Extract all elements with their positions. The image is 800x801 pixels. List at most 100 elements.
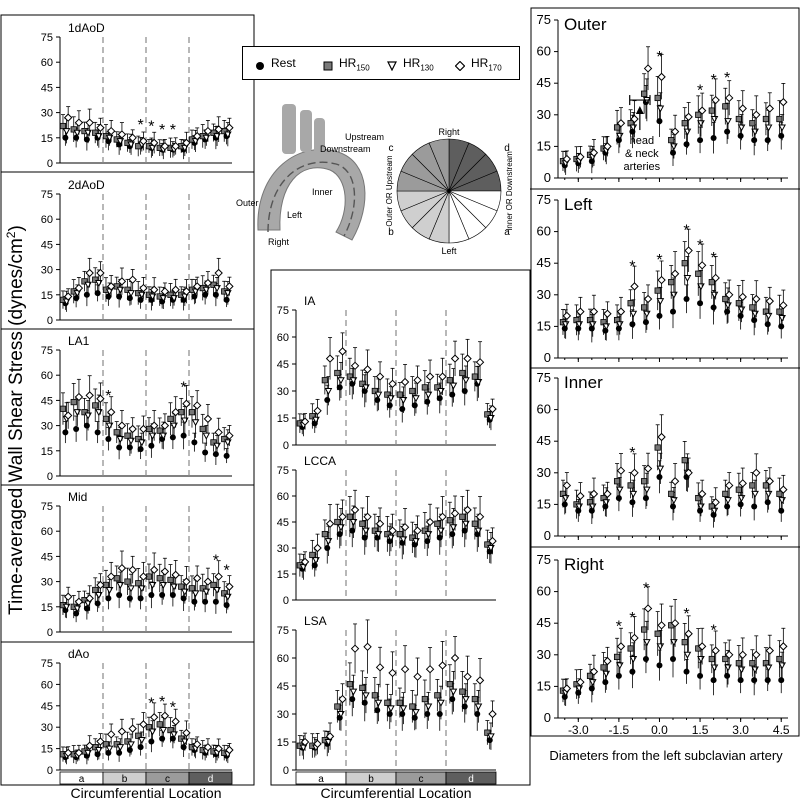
point-hr170 — [139, 424, 148, 434]
point-hr170 — [350, 505, 360, 515]
point-hr170 — [779, 97, 788, 107]
series-hr170 — [300, 489, 497, 572]
point-rest — [94, 429, 101, 436]
point-hr170 — [725, 481, 734, 490]
point-rest — [670, 656, 676, 663]
point-rest — [764, 499, 771, 506]
point-hr130 — [116, 581, 125, 590]
point-hr170 — [488, 536, 497, 546]
point-hr150 — [641, 626, 648, 633]
point-hr130 — [474, 703, 483, 711]
point-hr170 — [106, 407, 116, 417]
point-hr170 — [203, 414, 213, 424]
point-hr150 — [484, 541, 491, 548]
point-hr170 — [603, 656, 612, 666]
point-rest — [629, 321, 636, 328]
y-tick-label: 75 — [537, 192, 551, 207]
point-hr130 — [180, 738, 189, 746]
significance-star: * — [697, 237, 703, 254]
head-neck-label: arteries — [624, 161, 661, 173]
point-hr170 — [425, 372, 435, 381]
point-hr150 — [627, 482, 634, 489]
point-hr130 — [223, 439, 232, 447]
point-hr170 — [363, 642, 372, 652]
point-rest — [751, 503, 758, 510]
point-hr170 — [670, 269, 680, 278]
point-hr170 — [214, 268, 223, 278]
point-rest — [126, 595, 133, 602]
branch-2 — [300, 110, 312, 152]
point-hr150 — [722, 295, 729, 303]
point-hr130 — [629, 310, 638, 318]
significance-star: * — [616, 618, 622, 635]
y-tick-label: 60 — [277, 332, 289, 344]
x-tick-label: -3.0 — [568, 723, 589, 737]
significance-star: * — [159, 694, 165, 711]
y-tick-label: 45 — [41, 395, 53, 407]
point-hr170 — [325, 732, 335, 741]
y-tick-label: 0 — [544, 528, 551, 543]
y-tick-label: 60 — [41, 214, 53, 226]
y-tick-label: 15 — [537, 318, 551, 333]
y-tick-label: 30 — [537, 647, 551, 662]
point-hr170 — [684, 629, 693, 638]
series-hr170 — [63, 106, 234, 155]
point-hr150 — [309, 413, 316, 420]
point-rest — [191, 439, 198, 446]
y-tick-label: 75 — [41, 501, 53, 513]
y-tick-label: 45 — [41, 239, 53, 251]
y-tick-label: 15 — [41, 446, 53, 458]
y-tick-label: 45 — [277, 681, 289, 693]
point-hr150 — [384, 531, 391, 538]
point-hr170 — [63, 292, 73, 301]
y-tick-label: 15 — [537, 138, 551, 153]
point-hr130 — [764, 124, 773, 132]
point-hr150 — [409, 534, 416, 541]
y-tick-label: 0 — [47, 471, 53, 483]
point-rest — [710, 677, 717, 684]
point-rest — [697, 300, 704, 307]
point-hr170 — [182, 287, 191, 296]
series-hr170 — [562, 228, 788, 329]
wheel-label-bottom: Left — [441, 246, 457, 256]
point-hr130 — [764, 490, 773, 498]
point-rest — [656, 662, 663, 669]
point-hr170 — [225, 745, 234, 755]
wheel-label-top: Right — [438, 127, 460, 137]
point-hr170 — [463, 672, 472, 681]
point-hr170 — [85, 268, 94, 278]
y-tick-label: 75 — [277, 625, 289, 637]
point-hr130 — [412, 709, 420, 717]
point-hr170 — [203, 577, 213, 586]
point-hr150 — [708, 655, 715, 663]
point-hr150 — [749, 482, 756, 489]
point-hr170 — [589, 148, 599, 157]
point-hr150 — [735, 486, 742, 493]
y-tick-label: 30 — [537, 107, 551, 122]
legend: Rest HR150 HR130 HR170 — [242, 46, 520, 80]
point-hr150 — [641, 304, 648, 311]
point-hr150 — [654, 287, 661, 294]
point-hr130 — [697, 656, 705, 664]
segment-box-d — [445, 771, 497, 785]
point-hr130 — [656, 105, 665, 113]
point-rest — [710, 304, 717, 311]
point-hr150 — [708, 107, 715, 114]
y-tick-label: 75 — [41, 32, 53, 44]
point-hr170 — [463, 505, 472, 515]
point-hr150 — [221, 127, 228, 135]
y-tick-label: 45 — [277, 359, 289, 371]
point-hr150 — [681, 260, 688, 267]
point-rest — [116, 592, 123, 599]
point-hr150 — [722, 655, 729, 663]
y-tick-label: 15 — [41, 133, 53, 145]
point-hr150 — [188, 585, 196, 592]
point-hr150 — [135, 435, 142, 443]
significance-star: * — [170, 700, 176, 717]
panel-frame-mid — [270, 269, 531, 786]
y-tick-label: 0 — [47, 765, 53, 777]
significance-star: * — [213, 552, 219, 569]
point-hr170 — [562, 481, 572, 490]
point-rest — [223, 452, 230, 459]
x-tick-label: 1.5 — [692, 723, 709, 737]
